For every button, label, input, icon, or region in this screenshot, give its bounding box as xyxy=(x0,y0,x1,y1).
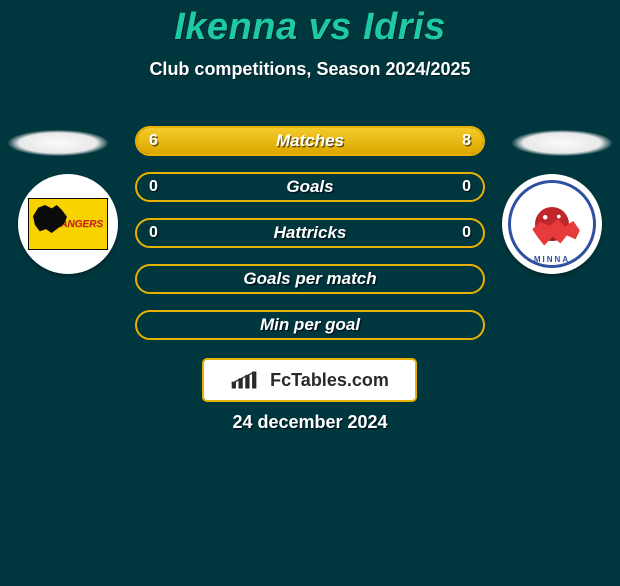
title-vs: vs xyxy=(309,6,352,48)
tornadoes-badge: MINNA xyxy=(508,180,596,268)
page-title: Ikenna vs Idris xyxy=(0,6,620,49)
stat-value-left: 0 xyxy=(149,224,158,242)
title-player-right: Idris xyxy=(363,6,446,48)
subtitle: Club competitions, Season 2024/2025 xyxy=(0,59,620,80)
title-player-left: Ikenna xyxy=(174,6,297,48)
stats-container: 6 Matches 8 0 Goals 0 0 Hattricks 0 Goal… xyxy=(135,126,485,356)
team-logo-left: RANGERS xyxy=(18,174,118,274)
stat-value-right: 8 xyxy=(462,132,471,150)
stat-row-goals: 0 Goals 0 xyxy=(135,172,485,202)
stat-label: Min per goal xyxy=(260,315,360,335)
stat-value-left: 0 xyxy=(149,178,158,196)
pedestal-right xyxy=(512,130,612,156)
stat-label: Goals per match xyxy=(243,269,376,289)
stat-label: Hattricks xyxy=(274,223,347,243)
stat-value-right: 0 xyxy=(462,224,471,242)
stat-value-right: 0 xyxy=(462,178,471,196)
barchart-icon xyxy=(230,369,264,391)
rangers-badge: RANGERS xyxy=(28,198,108,250)
brand-text: FcTables.com xyxy=(270,370,389,391)
brand-box[interactable]: FcTables.com xyxy=(202,358,417,402)
tornadoes-minna-text: MINNA xyxy=(511,255,593,264)
stat-row-matches: 6 Matches 8 xyxy=(135,126,485,156)
stat-row-goals-per-match: Goals per match xyxy=(135,264,485,294)
stat-value-left: 6 xyxy=(149,132,158,150)
stat-label: Goals xyxy=(286,177,333,197)
pedestal-left xyxy=(8,130,108,156)
date-stamp: 24 december 2024 xyxy=(0,412,620,433)
stat-label: Matches xyxy=(276,131,344,151)
stat-row-hattricks: 0 Hattricks 0 xyxy=(135,218,485,248)
stat-row-min-per-goal: Min per goal xyxy=(135,310,485,340)
team-logo-right: MINNA xyxy=(502,174,602,274)
